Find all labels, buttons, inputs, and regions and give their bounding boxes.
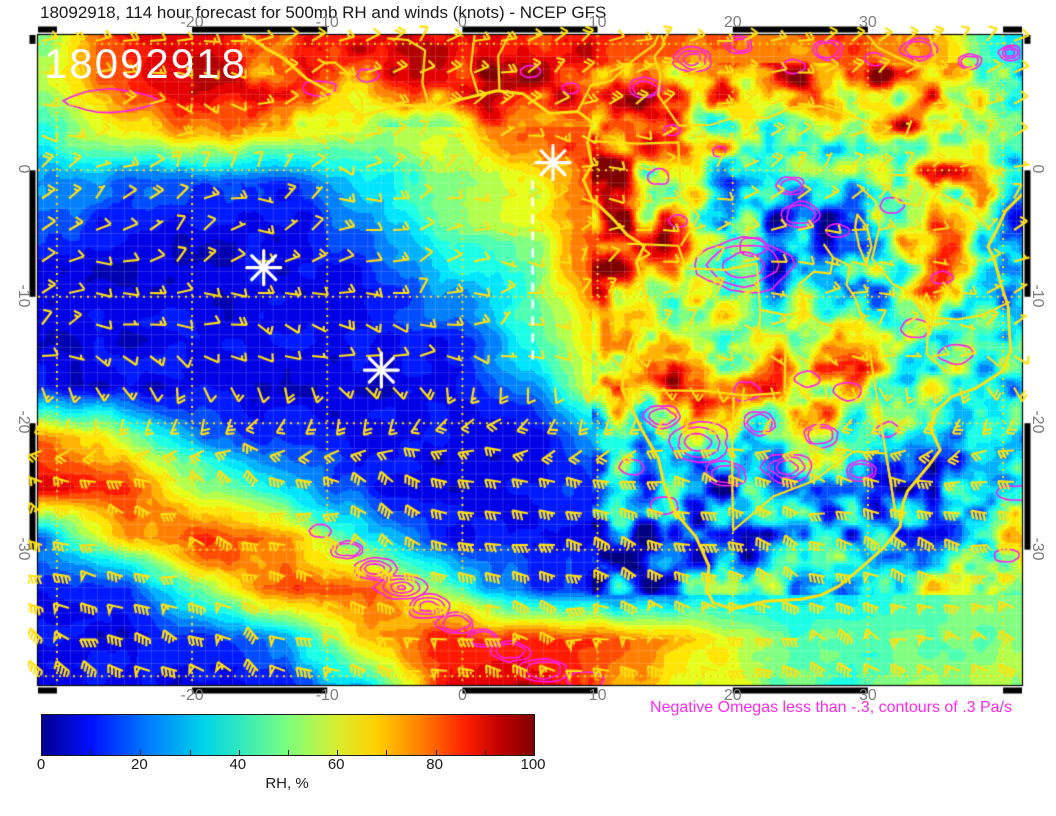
- axis-tick-label: 10: [588, 687, 607, 704]
- colorbar-tick-label: 100: [520, 756, 546, 773]
- axis-tick-label: 0: [457, 687, 467, 704]
- axis-tick-label: -10: [315, 14, 339, 31]
- axis-tick-label: -20: [15, 410, 32, 434]
- colorbar-tick: [189, 750, 191, 755]
- axis-tick-label: -10: [1029, 284, 1046, 308]
- map-watermark: 18092918: [44, 40, 247, 87]
- colorbar-tick-label: 60: [327, 756, 345, 773]
- axis-tick-label: -20: [1029, 410, 1046, 434]
- colorbar-tick: [91, 750, 93, 755]
- colorbar-tick: [386, 750, 388, 755]
- colorbar-label: RH, %: [265, 775, 309, 792]
- axis-tick-label: -30: [15, 537, 32, 561]
- axis-tick-label: 20: [723, 687, 742, 704]
- axis-tick-label: -20: [180, 14, 204, 31]
- axis-tick-label: -30: [1029, 537, 1046, 561]
- axis-tick-label: 30: [859, 687, 877, 704]
- colorbar-tick: [337, 750, 339, 755]
- colorbar-tick-label: 0: [36, 756, 46, 773]
- colorbar-tick: [435, 750, 437, 755]
- axis-tick-label: 30: [859, 14, 877, 31]
- colorbar-tick-label: 80: [426, 756, 443, 773]
- axis-tick-label: 10: [588, 14, 607, 31]
- axis-tick-label: -10: [315, 687, 339, 704]
- axis-tick-label: 0: [1029, 164, 1046, 174]
- colorbar: [41, 714, 535, 756]
- colorbar-tick: [238, 750, 240, 755]
- map-canvas: [28, 25, 1032, 695]
- axis-tick-label: 0: [457, 14, 467, 31]
- axis-tick-label: 20: [723, 14, 742, 31]
- colorbar-tick-label: 40: [229, 756, 247, 773]
- omega-caption: Negative Omegas less than -.3, contours …: [650, 699, 1012, 716]
- axis-tick-label: -20: [180, 687, 204, 704]
- colorbar-tick: [288, 750, 289, 755]
- colorbar-tick-label: 20: [131, 756, 148, 773]
- colorbar-tick: [140, 750, 142, 755]
- page-title: 18092918, 114 hour forecast for 500mb RH…: [40, 3, 607, 22]
- colorbar-tick: [484, 750, 486, 755]
- axis-tick-label: -10: [15, 284, 32, 308]
- axis-tick-label: 0: [15, 164, 32, 174]
